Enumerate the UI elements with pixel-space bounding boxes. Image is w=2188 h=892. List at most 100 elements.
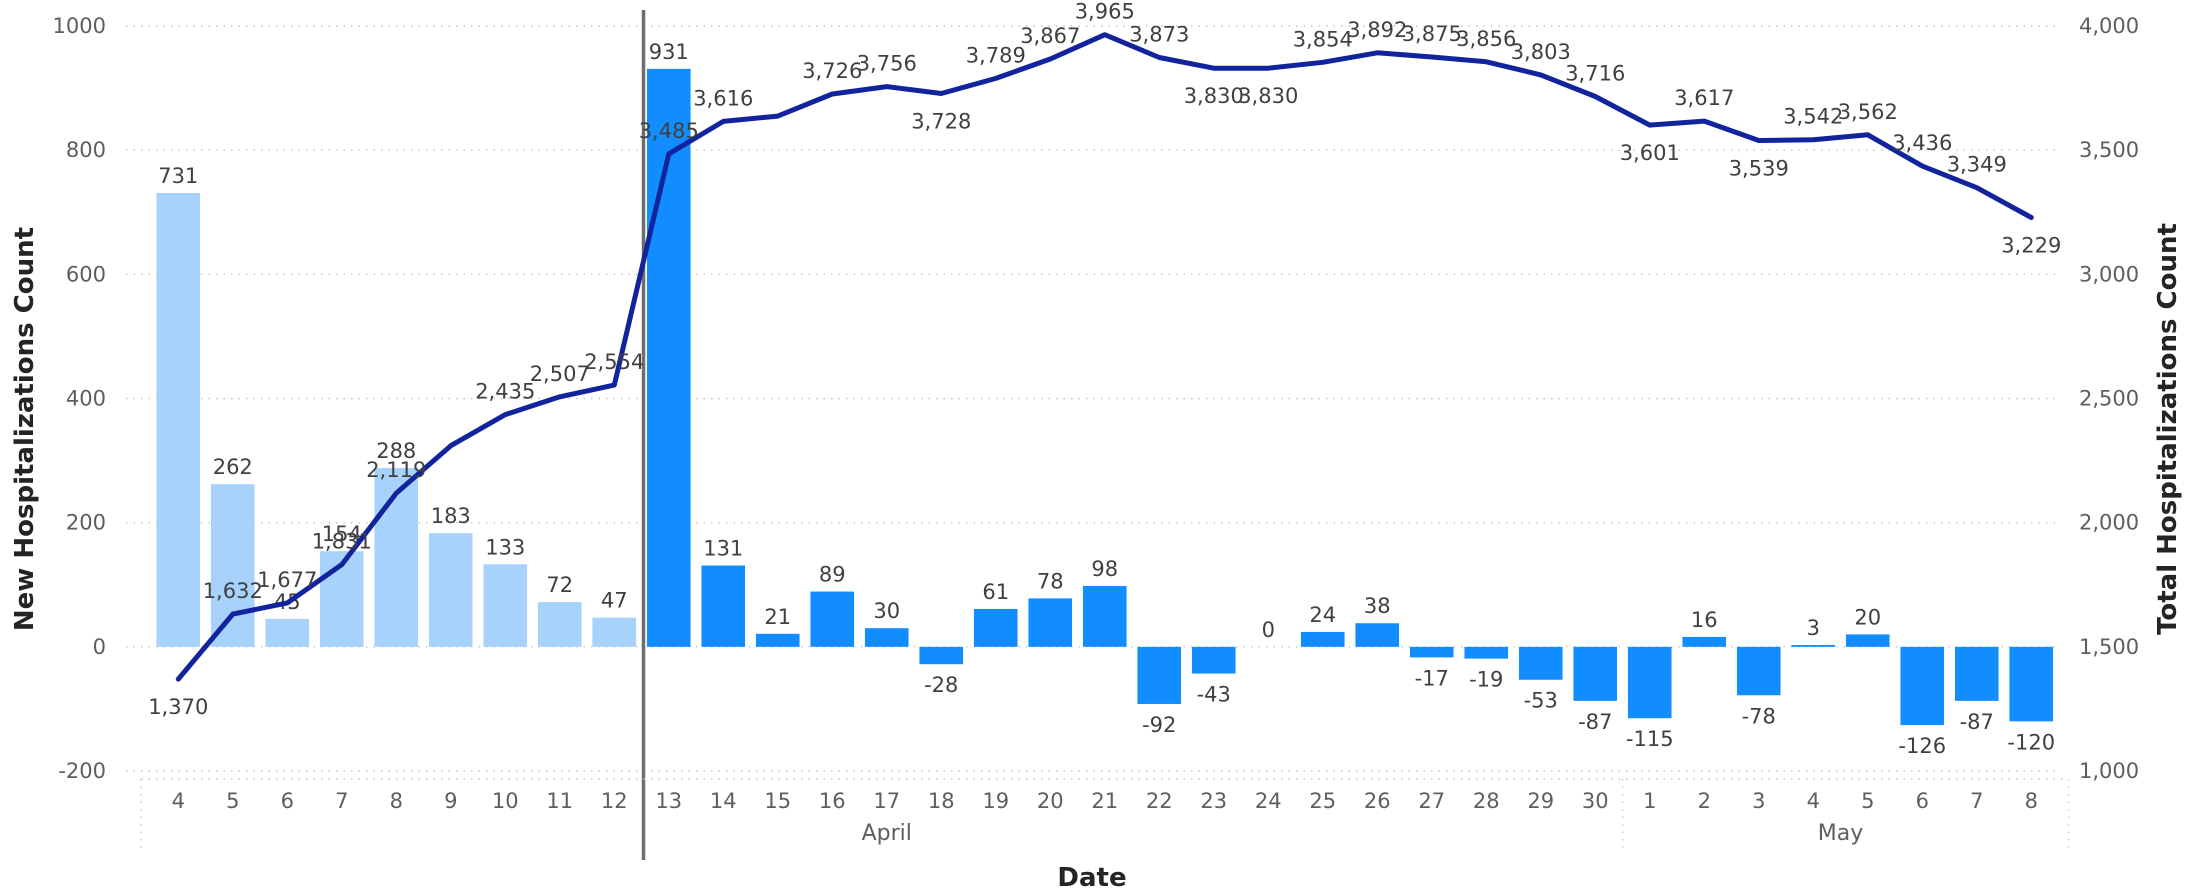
x-tick-label: 2	[1698, 789, 1711, 813]
x-tick-label: 23	[1200, 789, 1227, 813]
bar-label: 731	[158, 164, 198, 188]
x-tick-label: 27	[1418, 789, 1445, 813]
x-tick-label: 21	[1091, 789, 1118, 813]
bar-label: 20	[1854, 605, 1881, 629]
x-tick-label: 8	[2025, 789, 2038, 813]
x-tick-label: 24	[1255, 789, 1282, 813]
bar-label: 131	[703, 537, 743, 561]
left-tick-label: 0	[93, 635, 106, 659]
line-label: 3,875	[1402, 22, 1462, 46]
bar-label: 98	[1091, 557, 1118, 581]
line-label: 3,965	[1075, 0, 1135, 24]
right-tick-label: 1,500	[2079, 635, 2139, 659]
line-label: 1,677	[257, 568, 317, 592]
x-tick-label: 5	[226, 789, 239, 813]
x-tick-label: 16	[819, 789, 846, 813]
line-label: 3,617	[1674, 86, 1734, 110]
bar	[755, 633, 800, 647]
line-label: 3,728	[911, 110, 971, 134]
bar-label: 61	[982, 580, 1009, 604]
bar-label: 78	[1037, 569, 1064, 593]
line-label: 3,830	[1238, 84, 1298, 108]
line-label: 3,616	[693, 86, 753, 110]
bar	[265, 618, 310, 647]
right-tick-label: 2,500	[2079, 387, 2139, 411]
bar	[701, 565, 746, 647]
line-label: 2,507	[530, 362, 590, 386]
bar-label: -53	[1524, 689, 1558, 713]
y-axis-right-title: Total Hospitalizations Count	[2153, 223, 2183, 635]
x-tick-label: 29	[1527, 789, 1554, 813]
bar-label: 16	[1691, 608, 1718, 632]
month-label: May	[1818, 821, 1863, 846]
bar	[1900, 646, 1945, 726]
x-tick-label: 7	[1970, 789, 1983, 813]
bar	[1464, 646, 1509, 659]
x-tick-label: 7	[335, 789, 348, 813]
bar	[1355, 623, 1400, 647]
bar	[428, 533, 473, 647]
x-tick-label: 15	[764, 789, 791, 813]
x-tick-label: 6	[1916, 789, 1929, 813]
bar-label: 30	[873, 599, 900, 623]
bar	[1954, 646, 1999, 701]
y-axis-left-title: New Hospitalizations Count	[10, 227, 40, 631]
right-tick-label: 2,000	[2079, 511, 2139, 535]
line-label: 2,554	[584, 350, 644, 374]
x-tick-label: 26	[1364, 789, 1391, 813]
bar-label: 72	[546, 573, 573, 597]
bar	[1682, 636, 1727, 647]
left-tick-label: 1000	[53, 14, 106, 38]
line-path	[175, 32, 2034, 682]
line-label: 2,119	[366, 458, 426, 482]
line-label: 1,632	[203, 579, 263, 603]
bar-data-labels: 731262451542881831337247931131218930-286…	[158, 40, 2055, 758]
right-tick-label: 4,000	[2079, 14, 2139, 38]
x-tick-label: 8	[390, 789, 403, 813]
x-axis-title: Date	[1057, 863, 1126, 892]
x-axis-categories: 4 5 6 7 8 9 10 11 12 13 14 15 16 17 18 19 20 21 22 23 24 25 26…	[140, 778, 2070, 852]
bar-label: -115	[1626, 727, 1674, 751]
x-tick-label: 10	[492, 789, 519, 813]
bar	[1409, 646, 1454, 658]
line-label: 3,803	[1511, 40, 1571, 64]
bar-label: -120	[2007, 730, 2055, 754]
x-tick-label: 1	[1643, 789, 1656, 813]
bar	[2009, 646, 2054, 722]
bar-label: -87	[1578, 710, 1612, 734]
bar	[1791, 644, 1836, 647]
line-label: 3,485	[639, 119, 699, 143]
bar	[1191, 646, 1236, 674]
bar-label: -78	[1742, 704, 1776, 728]
bar-label: 21	[764, 605, 791, 629]
bar-label: 183	[431, 504, 471, 528]
line-label: 3,830	[1184, 84, 1244, 108]
bar	[1573, 646, 1618, 701]
bar-label: 38	[1364, 594, 1391, 618]
line-label: 3,542	[1783, 105, 1843, 129]
x-tick-label: 9	[444, 789, 457, 813]
bar	[646, 68, 691, 647]
bar-label: -17	[1415, 666, 1449, 690]
x-tick-label: 19	[982, 789, 1009, 813]
bar	[1082, 585, 1127, 647]
bar	[1028, 598, 1073, 647]
x-tick-label: 4	[1807, 789, 1820, 813]
bar-label: 133	[485, 535, 525, 559]
bar-label: 931	[649, 40, 689, 64]
bar-label: 24	[1309, 603, 1336, 627]
bar-label: -43	[1197, 683, 1231, 707]
line-label: 3,726	[802, 59, 862, 83]
bar-label: -28	[924, 673, 958, 697]
line-label: 3,854	[1293, 27, 1353, 51]
line-label: 1,370	[148, 695, 208, 719]
bar-label: 3	[1807, 616, 1820, 640]
bar	[537, 602, 582, 647]
left-tick-label: -200	[58, 759, 106, 783]
bar	[483, 564, 528, 647]
right-axis-ticks: 1,000 1,500 2,000 2,500 3,000 3,500 4,000	[2079, 14, 2139, 783]
bar	[973, 608, 1018, 647]
line-label: 2,435	[475, 380, 535, 404]
bar	[864, 628, 909, 647]
